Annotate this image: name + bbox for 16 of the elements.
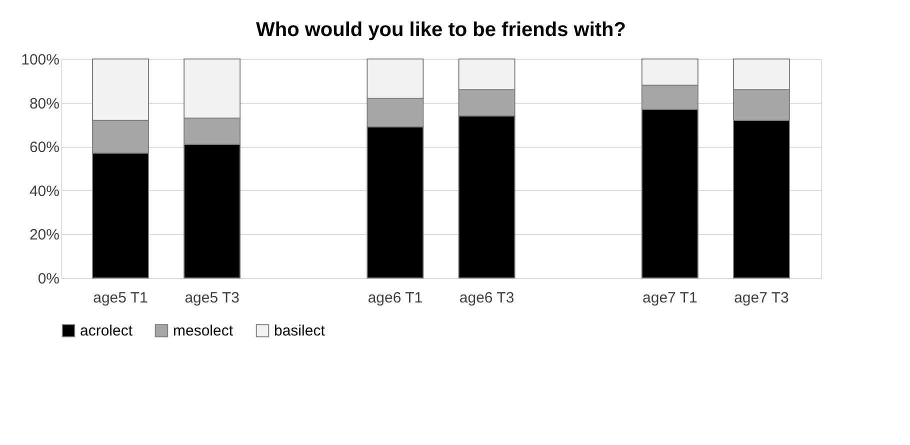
y-tick-label: 40%	[29, 182, 60, 200]
legend-label: basilect	[274, 322, 326, 340]
legend-label: mesolect	[173, 322, 234, 340]
y-tick-label: 0%	[38, 270, 60, 288]
x-tick-label: age7 T1	[642, 290, 698, 306]
y-tick-label: 20%	[29, 226, 60, 244]
y-tick-label: 80%	[29, 95, 60, 112]
legend-label: acrolect	[80, 322, 134, 340]
y-tick-label: 60%	[29, 139, 60, 156]
x-tick-label: age6 T3	[459, 290, 514, 306]
x-tick-label: age6 T1	[368, 290, 423, 306]
x-tick-label: age5 T1	[93, 290, 148, 306]
y-tick-label: 100%	[21, 52, 60, 68]
x-tick-label: age5 T3	[184, 290, 240, 306]
x-tick-label: age7 T3	[734, 290, 789, 306]
chart-title: Who would you like to be friends with?	[256, 19, 626, 41]
